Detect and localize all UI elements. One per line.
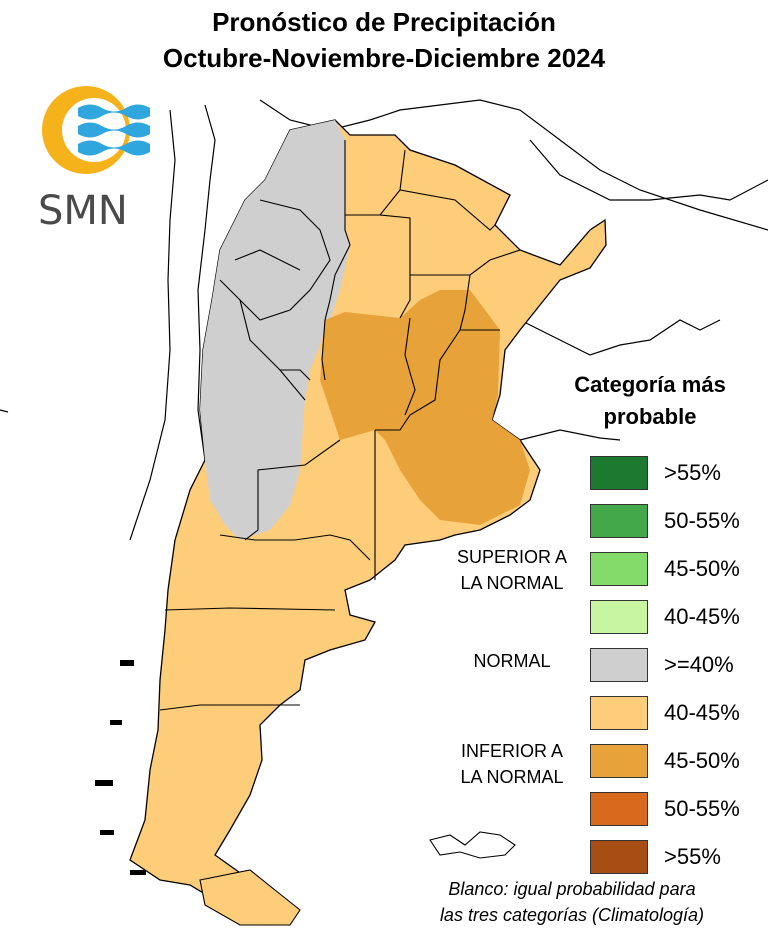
category-superior-line1: SUPERIOR A: [456, 547, 568, 567]
map-title: Pronóstico de Precipitación: [212, 7, 556, 37]
category-inferior-line2: LA NORMAL: [460, 767, 564, 787]
legend-label: >55%: [664, 460, 721, 485]
legend-label: >=40%: [664, 652, 734, 677]
normal-category-region: [200, 120, 350, 540]
legend-label: 40-45%: [664, 604, 740, 629]
inferior-45-50-central-region: [320, 290, 530, 525]
footer-line1: Blanco: igual probabilidad para: [448, 879, 696, 899]
category-superior-line2: LA NORMAL: [460, 573, 564, 593]
chile-coast-islands: [95, 660, 146, 875]
legend-swatch: [590, 840, 648, 874]
footer-note: Blanco: igual probabilidad para las tres…: [392, 876, 752, 928]
map-subtitle-period: Octubre-Noviembre-Diciembre 2024: [162, 43, 606, 73]
argentina-landmass: [129, 119, 607, 926]
legend-label: >55%: [664, 844, 721, 869]
legend-label: 50-55%: [664, 796, 740, 821]
footer-line2: las tres categorías (Climatología): [439, 905, 705, 925]
legend-swatch: [590, 696, 648, 730]
province-borders: [159, 140, 521, 711]
legend-swatch: [590, 504, 648, 538]
legend-swatch: [590, 648, 648, 682]
legend-title-line2: probable: [603, 404, 697, 429]
legend-swatch: [590, 600, 648, 634]
malvinas-islands: [429, 831, 516, 859]
legend-swatch: [590, 744, 648, 778]
argentina-precipitation-map: [0, 99, 768, 926]
category-inferior-line1: INFERIOR A: [460, 741, 563, 761]
legend-label: 50-55%: [664, 508, 740, 533]
legend-label: 40-45%: [664, 700, 740, 725]
legend-swatch: [590, 456, 648, 490]
legend-label: 45-50%: [664, 556, 740, 581]
smn-logo: SMN: [38, 86, 150, 232]
legend-swatch: [590, 792, 648, 826]
legend-label: 45-50%: [664, 748, 740, 773]
tierra-del-fuego: [199, 869, 301, 926]
legend-swatch: [590, 552, 648, 586]
legend-title-line1: Categoría más: [574, 372, 726, 397]
smn-logo-text: SMN: [38, 188, 128, 232]
category-normal: NORMAL: [473, 651, 551, 671]
